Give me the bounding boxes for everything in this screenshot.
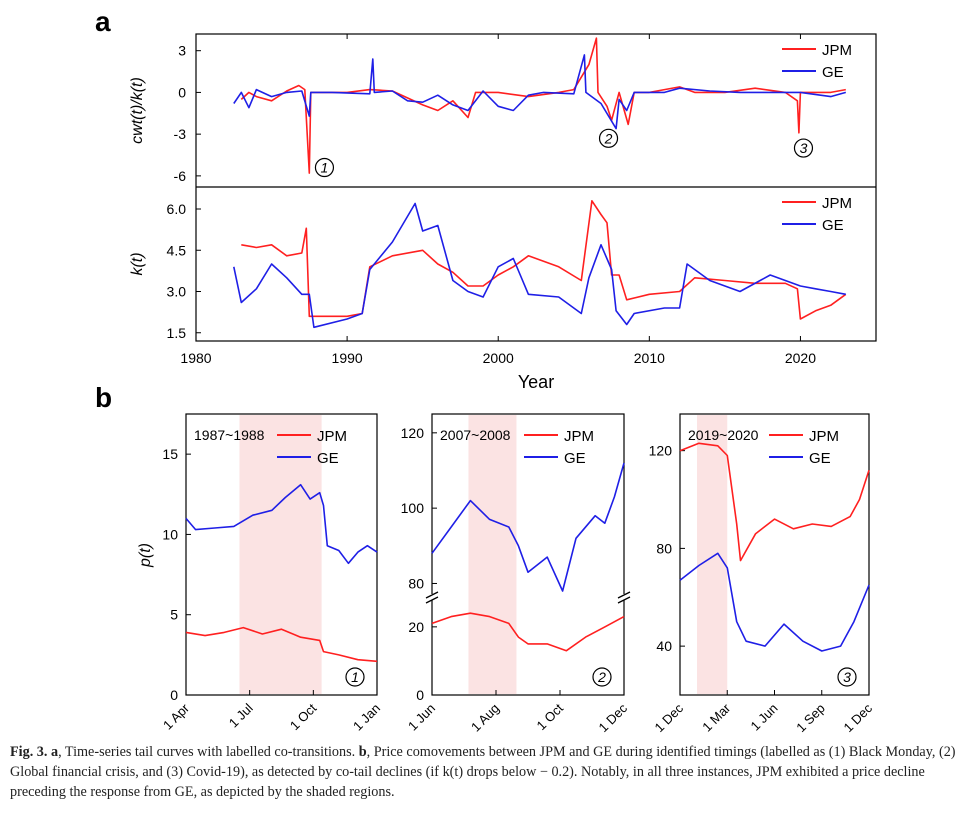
tick-label-a-top-y: 0 — [178, 84, 186, 100]
tick-label-b2-y-upper: 120 — [401, 425, 425, 441]
period-label-b1: 1987~1988 — [194, 427, 265, 443]
event-marker-label-b2: 2 — [597, 669, 606, 685]
tick-label-b2-x: 1 Jun — [405, 701, 438, 734]
tick-label-b3-x: 1 Sep — [793, 701, 828, 736]
tick-label-b1-y: 5 — [170, 607, 178, 623]
tick-label-b1-y: 10 — [162, 526, 178, 542]
tick-label-b1-x: 1 Oct — [287, 700, 320, 733]
axis-label-cwt-ratio: cwt(t)/k(t) — [129, 77, 146, 144]
tick-label-b2-x: 1 Aug — [468, 701, 502, 735]
legend-label-a-bottom-jpm: JPM — [822, 195, 852, 212]
tick-label-a-top-y: -6 — [174, 168, 187, 184]
tick-label-b2-y-lower: 20 — [408, 619, 424, 635]
tick-label-a-x: 2010 — [634, 350, 665, 366]
caption-text-a: , Time-series tail curves with labelled … — [58, 744, 359, 760]
legend-label-a-bottom-ge: GE — [822, 217, 844, 234]
panel-frame-b2 — [431, 413, 625, 696]
caption-bold-a: a — [50, 744, 59, 760]
axis-break-left-icon — [425, 591, 439, 604]
tick-label-b3-y: 120 — [649, 443, 673, 459]
event-marker-label-b3: 3 — [843, 669, 851, 685]
series-a-bottom-jpm — [241, 200, 847, 320]
tick-label-b1-x: 1 Jan — [350, 701, 383, 734]
tick-label-a-x: 2020 — [785, 350, 816, 366]
tick-label-a-bottom-y: 4.5 — [167, 242, 187, 258]
series-b3-ge — [679, 552, 870, 652]
legend-label-b1-jpm: JPM — [317, 428, 347, 445]
tick-label-b3-x: 1 Jun — [748, 701, 781, 734]
axis-break-right-icon — [617, 591, 631, 604]
legend-label-b3-jpm: JPM — [809, 428, 839, 445]
event-marker-label-a-1: 1 — [321, 160, 329, 176]
tick-label-b3-x: 1 Mar — [699, 700, 734, 735]
series-a-top-ge — [233, 54, 847, 130]
panel-a-label: a — [95, 6, 111, 37]
tick-label-b3-y: 80 — [656, 540, 672, 556]
period-label-b2: 2007~2008 — [440, 427, 511, 443]
tick-label-b3-y: 40 — [656, 638, 672, 654]
shaded-region-b1 — [239, 415, 322, 694]
axis-label-k: k(t) — [129, 252, 146, 275]
tick-label-b3-x: 1 Dec — [651, 700, 686, 735]
tick-label-a-top-y: -3 — [174, 126, 187, 142]
event-marker-circle-b1 — [345, 667, 365, 687]
event-marker-label-a-3: 3 — [800, 140, 808, 156]
shaded-region-b2 — [468, 415, 517, 694]
legend-label-b2-jpm: JPM — [564, 428, 594, 445]
tick-label-a-bottom-y: 1.5 — [167, 325, 187, 341]
tick-label-a-x: 1980 — [180, 350, 211, 366]
series-b2-ge — [431, 462, 625, 592]
series-a-bottom-ge — [233, 202, 846, 329]
event-marker-circle-b3 — [837, 667, 857, 687]
figure-caption: Fig. 3. a, Time-series tail curves with … — [10, 742, 968, 802]
panel-frame-b1 — [185, 413, 378, 696]
event-marker-label-a-2: 2 — [604, 130, 613, 146]
tick-label-b2-x: 1 Oct — [534, 700, 567, 733]
tick-label-b1-x: 1 Apr — [160, 700, 193, 733]
legend-label-b2-ge: GE — [564, 450, 586, 467]
series-b1-ge — [185, 483, 378, 565]
tick-label-a-x: 2000 — [483, 350, 514, 366]
caption-fig-label: Fig. 3. — [10, 744, 48, 760]
tick-label-a-bottom-y: 3.0 — [167, 284, 187, 300]
event-marker-circle-a-1 — [314, 157, 335, 178]
tick-label-b2-y-upper: 100 — [401, 500, 425, 516]
legend-label-a-top-ge: GE — [822, 64, 844, 81]
series-b1-jpm — [185, 626, 378, 663]
event-marker-circle-b2 — [592, 667, 612, 687]
shaded-region-b3 — [697, 415, 728, 694]
tick-label-b1-x: 1 Jul — [226, 700, 256, 730]
event-marker-circle-a-3 — [793, 138, 814, 158]
legend-label-b3-ge: GE — [809, 450, 831, 467]
series-b2-jpm — [431, 612, 625, 652]
tick-label-b1-y: 15 — [162, 446, 178, 462]
tick-label-b1-y: 0 — [170, 687, 178, 703]
caption-text-b: , Price comovements between JPM and GE d… — [10, 744, 956, 800]
series-b3-jpm — [679, 442, 870, 562]
legend-label-a-top-jpm: JPM — [822, 42, 852, 59]
series-a-top-jpm — [240, 37, 846, 174]
event-marker-circle-a-2 — [598, 128, 619, 148]
axis-label-year: Year — [518, 372, 554, 392]
panel-b-label: b — [95, 382, 112, 413]
tick-label-a-x: 1990 — [332, 350, 363, 366]
tick-label-a-top-y: 3 — [178, 43, 186, 59]
legend-label-b1-ge: GE — [317, 450, 339, 467]
axis-break-gap-left — [426, 594, 438, 600]
axis-break-gap-right — [618, 594, 630, 600]
tick-label-b2-y-lower: 0 — [416, 687, 424, 703]
tick-label-a-bottom-y: 6.0 — [167, 201, 187, 217]
caption-bold-b: b — [358, 744, 367, 760]
axis-label-p: p(t) — [137, 543, 154, 568]
period-label-b3: 2019~2020 — [688, 427, 759, 443]
event-marker-label-b1: 1 — [351, 669, 359, 685]
tick-label-b2-x: 1 Dec — [595, 700, 630, 735]
tick-label-b2-y-upper: 80 — [408, 575, 424, 591]
tick-label-b3-x: 1 Dec — [840, 700, 875, 735]
